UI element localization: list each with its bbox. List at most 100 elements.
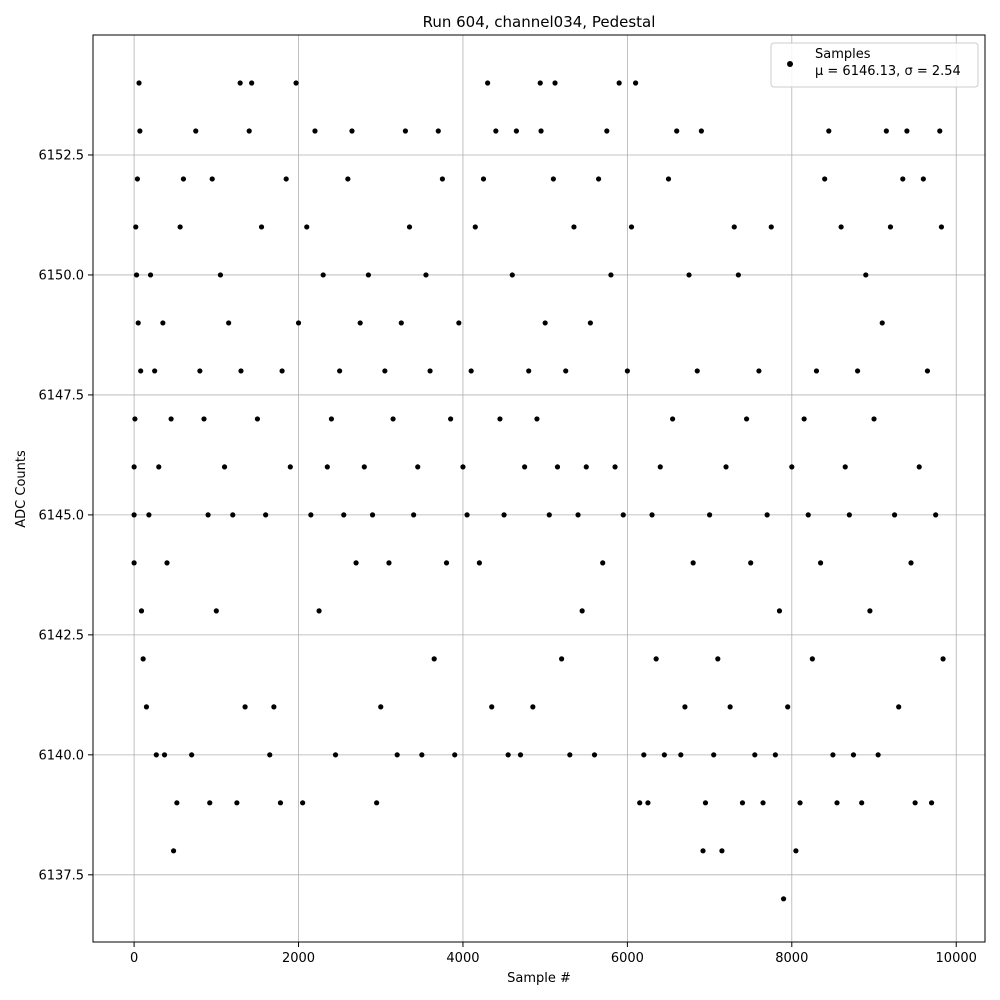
data-point	[669, 416, 676, 422]
y-tick-label: 6145.0	[39, 508, 85, 523]
data-point	[209, 176, 215, 182]
data-point	[324, 464, 330, 470]
data-point	[537, 80, 543, 86]
data-point	[920, 176, 926, 182]
data-point	[138, 608, 145, 614]
grid-layer	[93, 35, 985, 942]
data-point	[341, 512, 347, 518]
data-point	[143, 704, 150, 710]
data-point	[448, 416, 454, 422]
y-tick-label: 6152.5	[39, 148, 85, 163]
data-point	[743, 416, 750, 422]
data-point	[152, 368, 158, 374]
data-point	[369, 512, 376, 518]
data-point	[423, 272, 429, 278]
data-point	[374, 800, 380, 806]
data-points	[131, 80, 946, 902]
data-point	[137, 128, 143, 134]
data-point	[579, 608, 585, 614]
data-point	[308, 512, 314, 518]
data-point	[575, 512, 581, 518]
data-point	[386, 560, 392, 566]
data-point	[863, 272, 869, 278]
data-point	[316, 608, 322, 614]
x-axis-label: Sample #	[507, 971, 571, 986]
data-point	[237, 80, 243, 86]
data-point	[382, 368, 388, 374]
data-point	[480, 176, 487, 182]
data-point	[587, 320, 593, 326]
x-tick-label: 2000	[282, 951, 315, 966]
data-point	[896, 704, 902, 710]
data-point	[501, 512, 507, 518]
data-point	[596, 176, 602, 182]
data-point	[170, 848, 177, 854]
data-point	[801, 416, 807, 422]
data-point	[472, 224, 478, 230]
data-point	[567, 752, 573, 758]
data-point	[431, 656, 437, 662]
data-point	[665, 176, 672, 182]
legend-stats: μ = 6146.13, σ = 2.54	[815, 64, 961, 79]
data-point	[850, 752, 857, 758]
data-point	[452, 752, 458, 758]
data-point	[234, 800, 240, 806]
data-point	[678, 752, 684, 758]
data-point	[147, 272, 154, 278]
data-point	[517, 752, 524, 758]
data-point	[904, 128, 910, 134]
data-point	[390, 416, 396, 422]
data-point	[739, 800, 746, 806]
data-point	[756, 368, 762, 374]
data-point	[135, 320, 141, 326]
data-point	[797, 800, 803, 806]
x-tick-label: 8000	[775, 951, 808, 966]
data-point	[287, 464, 293, 470]
data-point	[859, 800, 865, 806]
data-point	[809, 656, 815, 662]
data-point	[304, 224, 310, 230]
data-point	[571, 224, 577, 230]
data-point	[637, 800, 643, 806]
y-tick-label: 6142.5	[39, 628, 85, 643]
tick-layer: 0 2000 4000 6000 8000 10000 6137.5 6140.0 6142.5…	[39, 148, 977, 966]
data-point	[661, 752, 667, 758]
data-point	[928, 800, 935, 806]
y-tick-label: 6137.5	[39, 868, 85, 883]
data-point	[731, 224, 737, 230]
data-point	[604, 128, 610, 134]
data-point	[793, 848, 799, 854]
data-point	[682, 704, 688, 710]
data-point	[700, 848, 706, 854]
y-tick-label: 6147.5	[39, 388, 85, 403]
data-point	[933, 512, 939, 518]
data-point	[641, 752, 647, 758]
data-point	[238, 368, 244, 374]
data-point	[345, 176, 351, 182]
data-point	[891, 512, 898, 518]
data-point	[133, 224, 139, 230]
data-point	[924, 368, 931, 374]
data-point	[785, 704, 791, 710]
data-point	[283, 176, 289, 182]
data-point	[365, 272, 372, 278]
data-point	[690, 560, 696, 566]
data-point	[419, 752, 425, 758]
data-point	[867, 608, 873, 614]
data-point	[522, 464, 528, 470]
data-point	[201, 416, 207, 422]
data-point	[534, 416, 540, 422]
data-point	[131, 512, 137, 518]
data-point	[263, 512, 269, 518]
data-point	[846, 512, 852, 518]
data-point	[300, 800, 306, 806]
data-point	[249, 80, 255, 86]
data-point	[197, 368, 203, 374]
data-point	[764, 512, 770, 518]
data-point	[357, 320, 363, 326]
data-point	[133, 272, 140, 278]
data-point	[277, 800, 284, 806]
data-point	[805, 512, 811, 518]
data-point	[706, 512, 713, 518]
data-point	[411, 512, 417, 518]
